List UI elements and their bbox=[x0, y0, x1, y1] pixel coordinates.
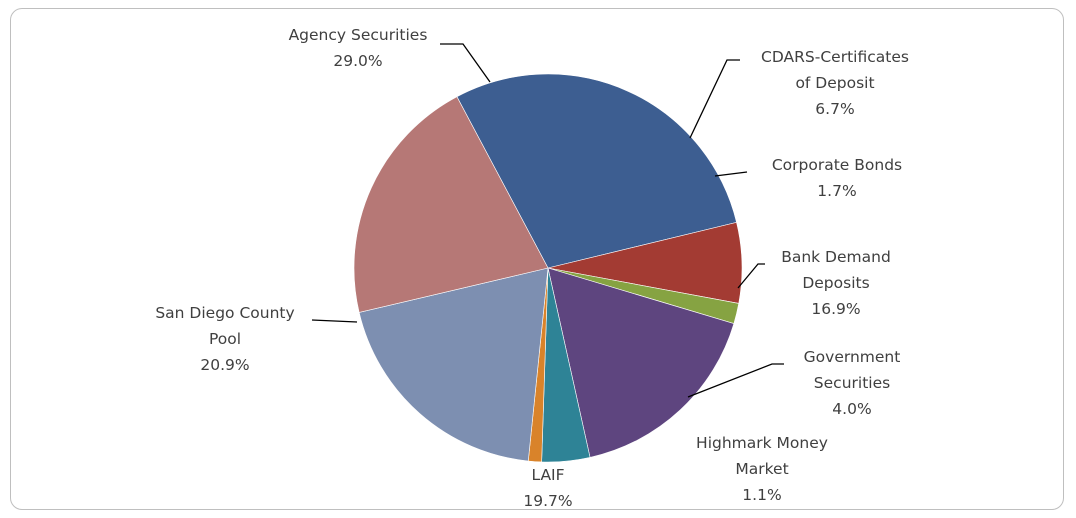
data-label-name-bank-demand-deposits: Bank Demand bbox=[781, 248, 891, 266]
data-label-pct-highmark-money-market: 1.1% bbox=[742, 486, 781, 504]
leader-line-san-diego-county-pool bbox=[311, 319, 358, 323]
data-label-name-san-diego-county-pool: San Diego County bbox=[155, 304, 294, 322]
data-label-name-laif: LAIF bbox=[531, 466, 564, 484]
data-labels: Agency Securities 29.0% CDARS-Certificates… bbox=[155, 26, 909, 510]
data-label-name-corporate-bonds: Corporate Bonds bbox=[772, 156, 902, 174]
data-label-name-highmark-money-market: Market bbox=[735, 460, 788, 478]
slice-agency-securities bbox=[456, 73, 737, 269]
data-label-name-government-securities: Securities bbox=[814, 374, 890, 392]
data-label-name-san-diego-county-pool: Pool bbox=[209, 330, 241, 348]
data-label-name-agency-securities: Agency Securities bbox=[289, 26, 428, 44]
leader-line-agency-securities bbox=[440, 43, 491, 83]
leader-line-corporate-bonds bbox=[714, 171, 748, 177]
leader-line-government-securities bbox=[687, 363, 784, 398]
data-label-pct-san-diego-county-pool: 20.9% bbox=[200, 356, 249, 374]
slice-bank-demand-deposits bbox=[547, 267, 735, 458]
data-label-pct-agency-securities: 29.0% bbox=[333, 52, 382, 70]
data-label-name-bank-demand-deposits: Deposits bbox=[802, 274, 869, 292]
slice-laif bbox=[358, 267, 549, 462]
data-label-name-government-securities: Government bbox=[804, 348, 901, 366]
leader-line-cdars-certificates-of-deposit bbox=[689, 59, 740, 139]
data-label-name-cdars-certificates-of-deposit: of Deposit bbox=[795, 74, 874, 92]
data-label-pct-government-securities: 4.0% bbox=[832, 400, 871, 418]
pie-slices bbox=[353, 73, 743, 463]
data-label-name-cdars-certificates-of-deposit: CDARS-Certificates bbox=[761, 48, 909, 66]
data-label-pct-cdars-certificates-of-deposit: 6.7% bbox=[815, 100, 854, 118]
data-label-pct-corporate-bonds: 1.7% bbox=[817, 182, 856, 200]
data-label-pct-bank-demand-deposits: 16.9% bbox=[811, 300, 860, 318]
leader-lines bbox=[311, 43, 784, 398]
slice-san-diego-county-pool bbox=[353, 96, 549, 313]
leader-line-bank-demand-deposits bbox=[737, 263, 765, 289]
data-label-pct-laif: 19.7% bbox=[523, 492, 572, 510]
data-label-name-highmark-money-market: Highmark Money bbox=[696, 434, 828, 452]
